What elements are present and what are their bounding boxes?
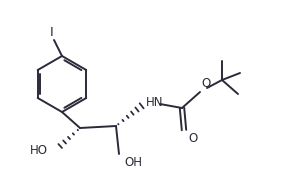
Text: O: O	[188, 132, 197, 145]
Text: I: I	[50, 26, 54, 39]
Text: OH: OH	[124, 156, 142, 169]
Text: HO: HO	[30, 143, 48, 156]
Text: HN: HN	[146, 97, 164, 109]
Text: O: O	[201, 77, 210, 90]
